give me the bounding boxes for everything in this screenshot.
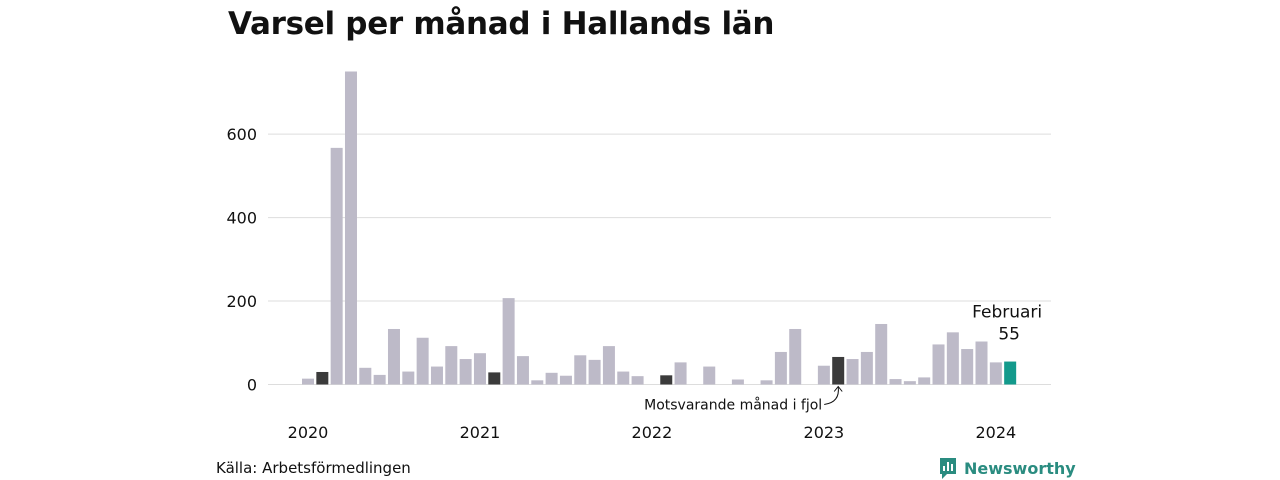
bar xyxy=(846,359,859,385)
bar xyxy=(961,349,974,385)
chart-title: Varsel per månad i Hallands län xyxy=(228,6,775,42)
bar xyxy=(502,298,515,385)
bar xyxy=(545,372,558,385)
bar xyxy=(574,355,587,385)
bar xyxy=(674,362,687,385)
bar xyxy=(602,346,615,385)
x-tick-label: 2024 xyxy=(975,423,1016,442)
y-tick-label: 400 xyxy=(226,209,257,228)
bar xyxy=(617,371,630,385)
source-text: Källa: Arbetsförmedlingen xyxy=(216,459,411,477)
bar xyxy=(373,374,386,385)
newsworthy-logo: Newsworthy xyxy=(938,456,1076,480)
bar xyxy=(316,371,329,385)
bar xyxy=(416,337,429,385)
x-tick-label: 2020 xyxy=(288,423,329,442)
logo-text: Newsworthy xyxy=(964,458,1076,478)
bar xyxy=(731,379,744,385)
bar xyxy=(531,380,544,385)
bar xyxy=(559,375,572,385)
bar xyxy=(459,359,472,385)
bar xyxy=(760,380,773,385)
bar xyxy=(774,351,787,385)
y-tick-label: 0 xyxy=(247,376,257,395)
bar xyxy=(946,332,959,385)
bar xyxy=(430,366,443,385)
bar xyxy=(402,371,415,385)
bar xyxy=(631,376,644,385)
bar xyxy=(445,346,458,385)
bar xyxy=(860,351,873,385)
bar xyxy=(889,379,902,385)
bar xyxy=(660,375,673,385)
x-tick-label: 2023 xyxy=(804,423,845,442)
bar xyxy=(989,362,1002,385)
bar xyxy=(703,366,716,385)
x-tick-label: 2022 xyxy=(632,423,673,442)
bar xyxy=(932,344,945,385)
bar xyxy=(817,365,830,385)
bar xyxy=(359,367,372,385)
annotation-arrow xyxy=(824,386,839,405)
bar xyxy=(832,356,845,385)
bar xyxy=(875,323,888,385)
bar xyxy=(330,147,343,385)
bar xyxy=(516,356,529,385)
annotation-text: Motsvarande månad i fjol xyxy=(644,397,822,414)
bar xyxy=(789,328,802,385)
bar xyxy=(588,359,601,385)
bar xyxy=(975,341,988,385)
y-tick-label: 600 xyxy=(226,125,257,144)
bar xyxy=(903,381,916,385)
bar xyxy=(473,353,486,385)
bar xyxy=(344,71,357,385)
x-tick-label: 2021 xyxy=(460,423,501,442)
bar xyxy=(302,378,314,385)
current-month-label: Februari xyxy=(972,303,1042,323)
bar xyxy=(1004,361,1017,385)
bar-chart-bubble-icon xyxy=(940,458,956,479)
bar xyxy=(488,372,501,385)
current-value-label: 55 xyxy=(998,325,1020,345)
bar xyxy=(918,377,931,385)
annotation-arrowhead xyxy=(833,385,843,392)
y-tick-label: 200 xyxy=(226,292,257,311)
bar xyxy=(387,328,400,385)
